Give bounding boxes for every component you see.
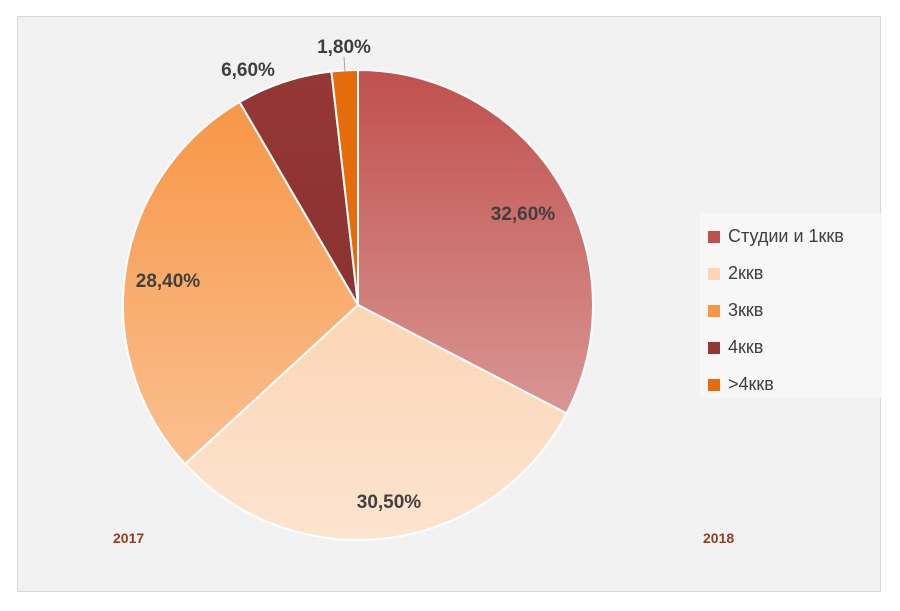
pie-slice-3room	[122, 100, 360, 466]
legend-swatch	[708, 230, 720, 243]
legend-swatch	[708, 341, 720, 354]
legend-label: 3ккв	[728, 300, 764, 320]
data-label-studio-1room: 32,60%	[491, 204, 556, 225]
legend-item-4room: 4ккв	[700, 329, 882, 366]
legend-label: 4ккв	[728, 337, 764, 357]
leader-line-over-4room	[343, 56, 346, 73]
pie-data-labels: 32,60% 30,50% 28,40% 6,60% 1,80%	[136, 37, 556, 513]
legend-item-3room: 3ккв	[700, 292, 882, 329]
legend-label: >4ккв	[728, 374, 774, 394]
pie-slice-2room	[183, 303, 568, 541]
year-label-2018: 2018	[703, 530, 735, 546]
pie-slice-studio-1room	[357, 68, 594, 415]
pie-slices	[122, 68, 594, 541]
chart-legend: Студии и 1ккв 2ккв 3ккв 4ккв >4ккв	[700, 213, 882, 398]
legend-item-studio-1room: Студии и 1ккв	[700, 218, 882, 255]
year-label-2017: 2017	[113, 530, 145, 546]
legend-item-2room: 2ккв	[700, 255, 882, 292]
data-label-2room: 30,50%	[357, 492, 422, 513]
data-label-3room: 28,40%	[136, 271, 201, 292]
legend-item-over-4room: >4ккв	[700, 366, 882, 403]
data-label-4room: 6,60%	[221, 60, 275, 81]
data-label-over-4room: 1,80%	[317, 37, 371, 58]
legend-swatch	[708, 267, 720, 280]
legend-label: Студии и 1ккв	[728, 226, 844, 246]
legend-label: 2ккв	[728, 263, 764, 283]
legend-swatch	[708, 378, 720, 391]
legend-swatch	[708, 304, 720, 317]
